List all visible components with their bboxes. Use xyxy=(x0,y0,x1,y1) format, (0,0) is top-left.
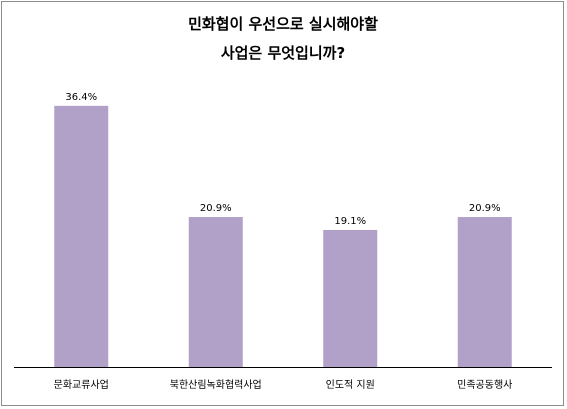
labels-layer: 36.4% 문화교류사업 20.9% 북한산림녹화협력사업 19.1% 인도적 지원 20.… xyxy=(54,92,513,391)
bar-3 xyxy=(323,229,378,367)
bar-4 xyxy=(457,217,512,367)
bar-1 xyxy=(54,105,109,367)
data-label-1: 36.4% xyxy=(65,92,97,103)
x-tick-label-2: 북한산림녹화협력사업 xyxy=(170,378,262,391)
x-tick-label-3: 인도적 지원 xyxy=(326,379,375,391)
data-label-4: 20.9% xyxy=(469,203,501,214)
x-tick-label-4: 민족공동행사 xyxy=(457,379,512,391)
chart-title-line-1: 민화협이 우선으로 실시해야할 xyxy=(188,15,378,33)
data-label-3: 19.1% xyxy=(334,216,366,227)
x-tick-label-1: 문화교류사업 xyxy=(54,378,109,391)
bars-layer xyxy=(54,105,512,367)
bar-2 xyxy=(188,217,243,367)
data-label-2: 20.9% xyxy=(200,203,232,214)
chart-title-line-2: 사업은 무엇입니까? xyxy=(221,44,345,62)
